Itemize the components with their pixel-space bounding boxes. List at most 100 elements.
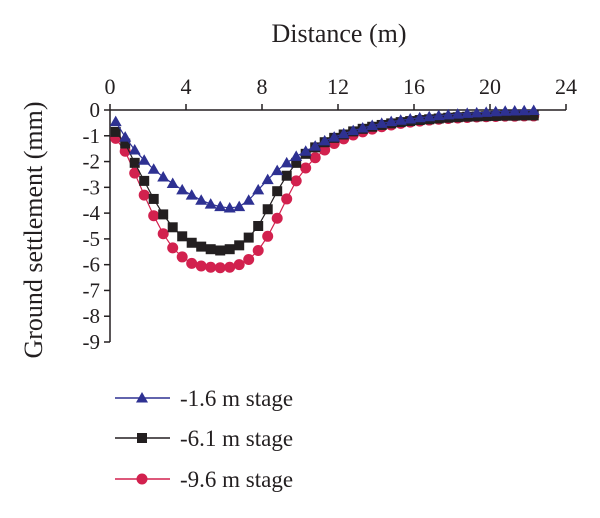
data-point [233, 200, 246, 212]
data-point [528, 110, 539, 121]
data-point [148, 210, 160, 222]
data-point [253, 221, 264, 231]
y-tick-label: -3 [83, 175, 101, 199]
data-point [176, 183, 189, 195]
data-point [186, 237, 197, 248]
data-point [385, 115, 398, 127]
series-1 [109, 104, 540, 213]
data-point [413, 111, 426, 123]
data-point [461, 107, 474, 118]
data-point [120, 138, 131, 149]
data-point [499, 105, 512, 116]
data-point [271, 212, 283, 224]
data-point [186, 257, 198, 269]
y-tick-label: -2 [83, 150, 101, 174]
data-point [252, 183, 265, 195]
series-layer [109, 104, 540, 274]
data-point [309, 140, 322, 151]
data-point [205, 244, 216, 255]
data-point [519, 110, 530, 121]
data-point [214, 262, 226, 274]
data-point [309, 152, 321, 164]
data-point [167, 222, 178, 233]
data-point [176, 251, 188, 263]
legend-item-1: -1.6 m stage [115, 386, 293, 411]
data-point [204, 198, 217, 209]
data-point [195, 260, 207, 272]
data-point [139, 175, 150, 186]
data-point [281, 193, 293, 205]
x-tick-label: 4 [181, 74, 192, 99]
x-tick-label: 12 [327, 74, 349, 99]
data-point [356, 122, 369, 133]
legend-marker [136, 392, 148, 403]
series-3 [110, 110, 540, 274]
legend-label: -6.1 m stage [180, 426, 293, 451]
data-point [489, 105, 502, 117]
data-point [224, 261, 236, 273]
data-point [337, 127, 350, 139]
data-point [119, 131, 132, 142]
x-tick-label: 20 [479, 74, 501, 99]
data-point [271, 164, 284, 176]
data-point [300, 162, 312, 174]
data-point [148, 193, 159, 204]
data-point [196, 241, 207, 252]
data-point [224, 244, 235, 255]
legend-marker [137, 433, 147, 443]
data-point [166, 177, 179, 188]
data-point [423, 110, 436, 122]
y-tick-label: -4 [83, 201, 101, 225]
data-point [147, 163, 160, 174]
data-point [299, 145, 312, 156]
data-point [242, 194, 255, 205]
data-point [129, 167, 141, 179]
data-point [234, 240, 245, 251]
legend-label: -9.6 m stage [180, 467, 293, 492]
data-point [272, 186, 283, 197]
data-point [518, 104, 531, 116]
x-tick-label: 24 [555, 74, 577, 99]
data-point [404, 113, 417, 124]
y-tick-label: 0 [90, 98, 101, 122]
data-point [442, 108, 455, 120]
data-point [262, 230, 274, 242]
data-point [375, 117, 388, 128]
data-point [290, 175, 302, 187]
data-point [451, 108, 464, 119]
data-point [262, 204, 273, 215]
legend-item-3: -9.6 m stage [115, 467, 293, 492]
data-point [158, 209, 169, 220]
y-tick-label: -8 [83, 304, 101, 328]
x-tick-label: 0 [105, 74, 116, 99]
axes: 0 4 8 12 16 20 240-1-2-3-4-5-6-7-8-9 [83, 74, 578, 354]
data-point [185, 189, 198, 200]
data-point [129, 157, 140, 168]
data-point [291, 157, 302, 168]
data-point [243, 232, 254, 243]
data-point [177, 231, 188, 242]
data-point [138, 154, 151, 165]
data-point [110, 126, 121, 137]
data-point [109, 115, 122, 127]
legend-marker [136, 473, 148, 485]
data-point [328, 131, 341, 142]
data-point [527, 104, 540, 116]
data-point [318, 134, 331, 146]
data-point [157, 171, 170, 182]
data-point [252, 244, 264, 256]
legend-label: -1.6 m stage [180, 386, 293, 411]
data-point [195, 194, 208, 205]
y-tick-label: -6 [83, 253, 101, 277]
y-axis-title: Ground settlement (mm) [19, 101, 48, 358]
x-tick-label: 16 [403, 74, 425, 99]
data-point [167, 242, 179, 254]
y-tick-label: -1 [83, 124, 101, 148]
data-point [281, 170, 292, 181]
y-tick-label: -5 [83, 227, 101, 251]
data-point [157, 228, 169, 240]
data-point [394, 114, 407, 125]
data-point [215, 245, 226, 256]
data-point [508, 105, 521, 116]
